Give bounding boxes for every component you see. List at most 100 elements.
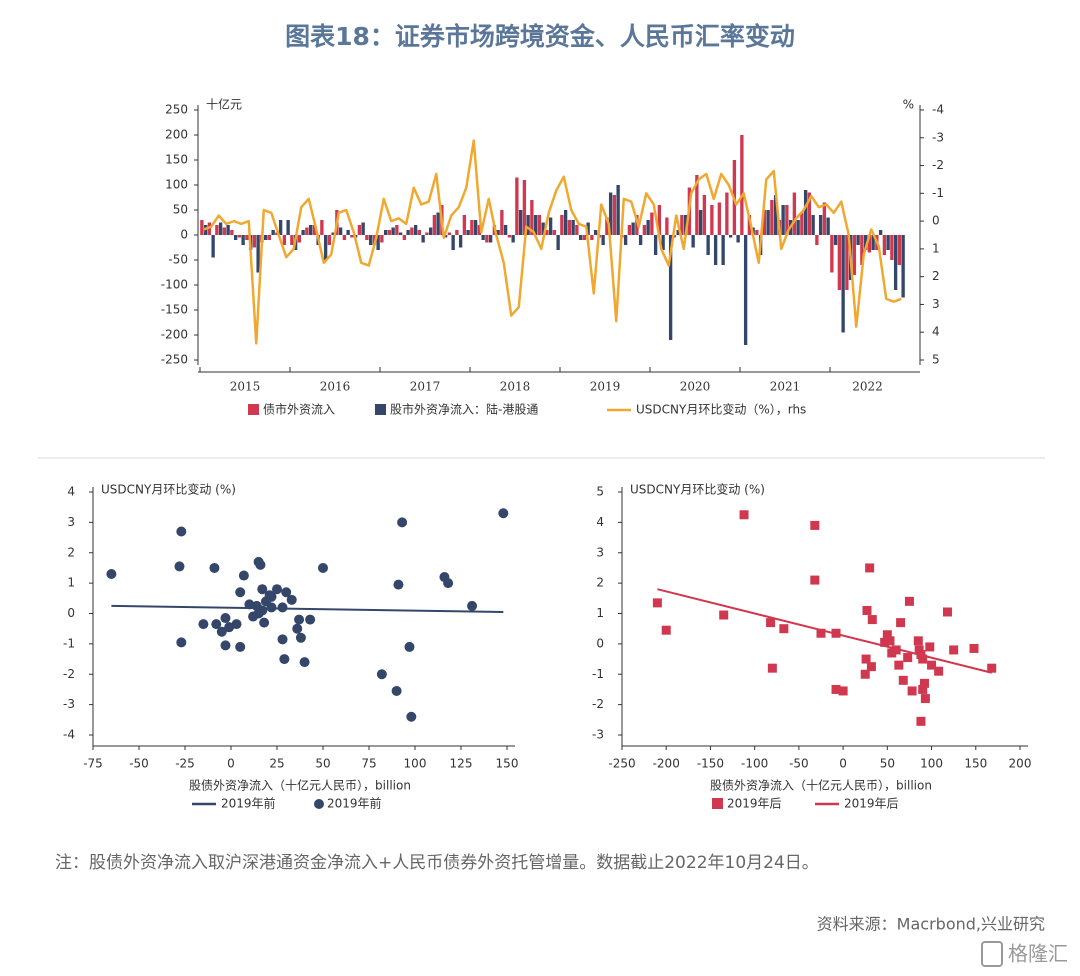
bar — [458, 235, 463, 248]
bar — [515, 177, 519, 235]
bar — [327, 235, 332, 245]
bar — [653, 235, 658, 255]
legend-marker — [712, 798, 723, 809]
bar — [346, 230, 350, 235]
bar — [590, 235, 594, 240]
bar — [740, 135, 744, 235]
bar — [237, 235, 242, 238]
bar — [413, 225, 418, 235]
bar — [567, 220, 572, 235]
point — [443, 578, 454, 589]
bar — [545, 230, 549, 235]
bar — [455, 230, 459, 235]
y-tick-label: 3 — [596, 545, 604, 559]
bar — [518, 210, 523, 235]
y-tick-label: 0 — [180, 228, 188, 242]
point — [919, 678, 929, 688]
y-tick-label: 2 — [67, 545, 75, 559]
point — [927, 660, 937, 670]
bar — [901, 235, 905, 298]
bar — [481, 235, 485, 240]
bar — [743, 235, 748, 345]
y-tick-label: -200 — [161, 328, 188, 342]
bar — [473, 220, 478, 235]
x-tick-label: 200 — [1009, 757, 1032, 771]
bar — [863, 235, 868, 250]
bar — [811, 215, 815, 235]
point — [914, 645, 924, 655]
y-tick-label: -1 — [63, 636, 75, 650]
point — [810, 520, 820, 530]
point — [106, 569, 117, 580]
bar — [725, 192, 729, 235]
point — [255, 559, 266, 570]
y2-tick-label: -1 — [932, 186, 944, 200]
bar — [631, 222, 635, 235]
point — [810, 575, 820, 585]
bar — [717, 202, 722, 235]
bar — [683, 215, 688, 235]
point — [816, 628, 826, 638]
bar — [578, 235, 583, 240]
bar — [503, 225, 508, 235]
bar — [533, 215, 538, 235]
point — [277, 634, 288, 645]
bar — [323, 235, 328, 260]
bar — [571, 220, 575, 235]
y-tick-label: -150 — [161, 303, 188, 317]
point — [266, 591, 277, 602]
bar — [668, 235, 673, 340]
bar — [803, 190, 808, 235]
point — [867, 615, 877, 625]
point — [838, 686, 848, 696]
legend-label: 2019年后 — [844, 797, 899, 811]
bar — [222, 227, 227, 235]
point — [277, 602, 288, 613]
point — [209, 562, 220, 573]
bar — [856, 235, 860, 245]
point — [318, 562, 328, 573]
bar — [785, 205, 789, 235]
point — [176, 526, 187, 537]
y-tick-label: 250 — [165, 103, 188, 117]
bar — [770, 200, 774, 235]
point — [907, 686, 917, 696]
y2-tick-label: 2 — [932, 269, 940, 283]
bar — [593, 230, 598, 235]
point — [719, 610, 729, 620]
legend-marker — [375, 404, 386, 415]
bar — [897, 235, 902, 265]
point — [652, 598, 662, 608]
point — [865, 563, 875, 573]
bar — [410, 227, 414, 235]
bar — [556, 235, 560, 250]
bar — [496, 230, 500, 235]
bar — [773, 195, 778, 235]
bar — [766, 210, 770, 235]
bar — [890, 235, 894, 260]
x-tick-label: 2017 — [410, 380, 441, 394]
bar — [762, 210, 767, 235]
point — [949, 645, 959, 655]
point — [259, 617, 270, 628]
figure-title: 图表18：证券市场跨境资金、人民币汇率变动 — [285, 22, 795, 51]
bar — [278, 220, 283, 235]
x-tick-label: -50 — [789, 757, 809, 771]
point — [176, 637, 187, 648]
bar — [676, 230, 680, 235]
x-tick-label: 50 — [880, 757, 895, 771]
point — [299, 657, 310, 668]
y-tick-label: -3 — [63, 697, 75, 711]
bar — [350, 235, 354, 238]
bar — [537, 215, 542, 235]
bar — [376, 235, 380, 250]
point — [766, 618, 776, 628]
bar — [878, 230, 883, 235]
bar — [837, 235, 842, 290]
point — [894, 660, 904, 670]
bar — [552, 230, 557, 235]
x-axis-title: 股债外资净流入（十亿元人民币），billion — [189, 778, 411, 793]
point — [866, 662, 876, 672]
bar — [207, 222, 212, 235]
point — [220, 613, 231, 624]
